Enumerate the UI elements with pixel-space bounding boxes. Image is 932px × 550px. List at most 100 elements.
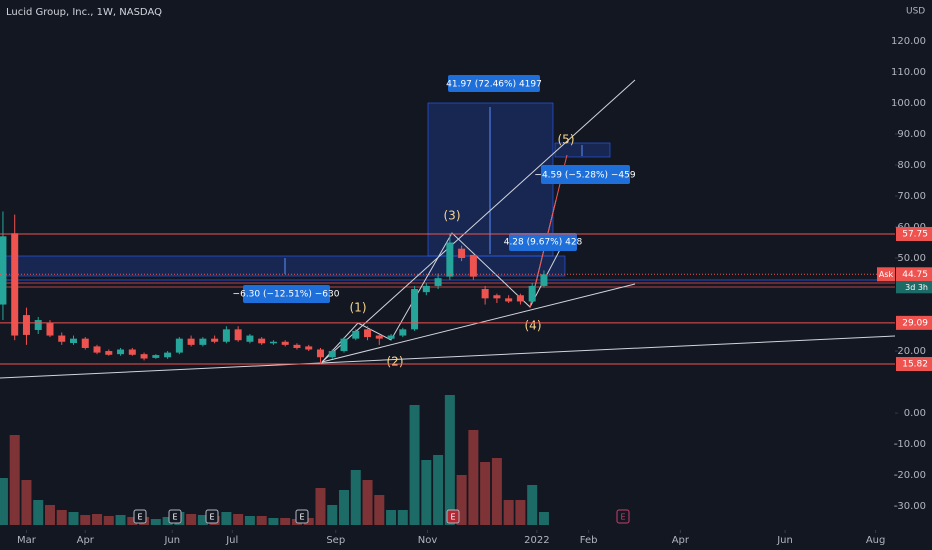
volume-bar bbox=[468, 430, 479, 525]
volume-bar bbox=[9, 435, 20, 525]
volume-bar bbox=[409, 405, 420, 525]
earnings-marker: E bbox=[137, 513, 142, 522]
ask-tag: Ask bbox=[879, 270, 894, 279]
measure-label: 4.28 (9.67%) 428 bbox=[504, 238, 583, 248]
measure-label-bg bbox=[448, 75, 540, 92]
volume-bar bbox=[480, 462, 491, 525]
earnings-marker: E bbox=[620, 513, 625, 522]
candle-body bbox=[399, 329, 407, 336]
candle-body bbox=[540, 274, 548, 286]
x-tick-label: Aug bbox=[866, 535, 886, 546]
candle-body bbox=[58, 335, 66, 342]
y-tick-label: -30.00 bbox=[894, 501, 926, 512]
volume-bar bbox=[350, 470, 361, 525]
candle-body bbox=[175, 338, 183, 353]
y-tick-label: 70.00 bbox=[897, 191, 926, 202]
volume-bar bbox=[374, 495, 385, 525]
candle-body bbox=[352, 330, 360, 339]
candle-body bbox=[164, 352, 172, 358]
measure-label: −6.30 (−12.51%) −630 bbox=[233, 290, 340, 300]
volume-bar bbox=[0, 478, 8, 525]
currency: USD bbox=[906, 7, 925, 17]
candle-body bbox=[246, 335, 254, 342]
volume-bar bbox=[162, 517, 173, 525]
volume-bar bbox=[33, 500, 44, 525]
volume-bar bbox=[186, 514, 197, 525]
candle-body bbox=[505, 298, 513, 302]
measure-label: −4.59 (−5.28%) −459 bbox=[534, 171, 635, 181]
candle-body bbox=[375, 335, 383, 339]
candle-body bbox=[469, 254, 477, 277]
candle-body bbox=[152, 355, 160, 358]
volume-bar bbox=[456, 475, 467, 525]
candle-body bbox=[258, 338, 266, 344]
y-tick-label: 120.00 bbox=[891, 36, 926, 47]
candle-body bbox=[128, 349, 136, 355]
earnings-marker-bg bbox=[168, 509, 182, 524]
candle-body bbox=[516, 295, 524, 302]
x-tick-label: Sep bbox=[326, 535, 345, 546]
candle-body bbox=[234, 329, 242, 341]
volume-bar bbox=[233, 514, 244, 525]
y-tick-label: 90.00 bbox=[897, 129, 926, 140]
candle-body bbox=[70, 338, 78, 343]
volume-bar bbox=[527, 485, 538, 525]
volume-bar bbox=[115, 515, 126, 525]
volume-bar bbox=[256, 516, 267, 525]
volume-bar bbox=[268, 518, 279, 525]
earnings-marker-bg bbox=[295, 509, 309, 524]
candle-body bbox=[211, 338, 219, 342]
candle-body bbox=[316, 349, 324, 358]
candle-body bbox=[364, 329, 372, 338]
candle-body bbox=[199, 338, 207, 345]
volume-bar bbox=[433, 455, 444, 525]
volume-bar bbox=[150, 519, 161, 525]
candle-body bbox=[422, 285, 430, 293]
x-tick-label: Mar bbox=[17, 535, 37, 546]
volume-bar bbox=[127, 517, 138, 525]
ask-tag-bg bbox=[877, 267, 895, 282]
volume-bar bbox=[397, 510, 408, 525]
y-tick-label: 110.00 bbox=[891, 67, 926, 78]
candle-body bbox=[0, 236, 7, 305]
x-tick-label: Jul bbox=[225, 535, 238, 546]
candle-body bbox=[269, 341, 277, 344]
volume-bar bbox=[444, 395, 455, 525]
volume-bar bbox=[103, 516, 114, 525]
candle-body bbox=[281, 341, 289, 345]
measure-label-bg bbox=[243, 285, 330, 303]
x-tick-label: 2022 bbox=[524, 535, 549, 546]
volume-bar bbox=[197, 515, 208, 525]
candle-body bbox=[11, 233, 19, 336]
price-label-bg bbox=[896, 226, 932, 241]
x-tick-label: Nov bbox=[418, 535, 438, 546]
price-label: 29.09 bbox=[902, 318, 928, 328]
earnings-marker: E bbox=[450, 513, 455, 522]
candle-body bbox=[446, 242, 454, 277]
countdown-bg bbox=[896, 281, 932, 294]
volume-bar bbox=[92, 514, 103, 525]
volume-bar bbox=[80, 515, 91, 525]
countdown: 3d 3h bbox=[905, 283, 928, 292]
y-tick-label: 20.00 bbox=[897, 346, 926, 357]
candle-body bbox=[117, 349, 125, 355]
measure-label-bg bbox=[541, 165, 630, 184]
measure-label: 41.97 (72.46%) 4197 bbox=[446, 80, 542, 90]
earnings-marker-bg bbox=[133, 509, 147, 524]
candle-body bbox=[81, 338, 89, 348]
wave-label: (4) bbox=[525, 319, 542, 333]
volume-bar bbox=[491, 458, 502, 525]
volume-bar bbox=[280, 518, 291, 525]
volume-bar bbox=[68, 512, 79, 525]
price-label: 44.75 bbox=[902, 270, 928, 280]
volume-bar bbox=[386, 510, 397, 525]
x-tick-label: Apr bbox=[672, 535, 690, 546]
chart-title: Lucid Group, Inc., 1W, NASDAQ bbox=[6, 7, 162, 18]
candle-body bbox=[93, 346, 101, 353]
candle-body bbox=[528, 285, 536, 302]
candle-body bbox=[187, 338, 195, 345]
earnings-marker: E bbox=[209, 513, 214, 522]
earnings-marker: E bbox=[172, 513, 177, 522]
candle-body bbox=[305, 346, 313, 350]
